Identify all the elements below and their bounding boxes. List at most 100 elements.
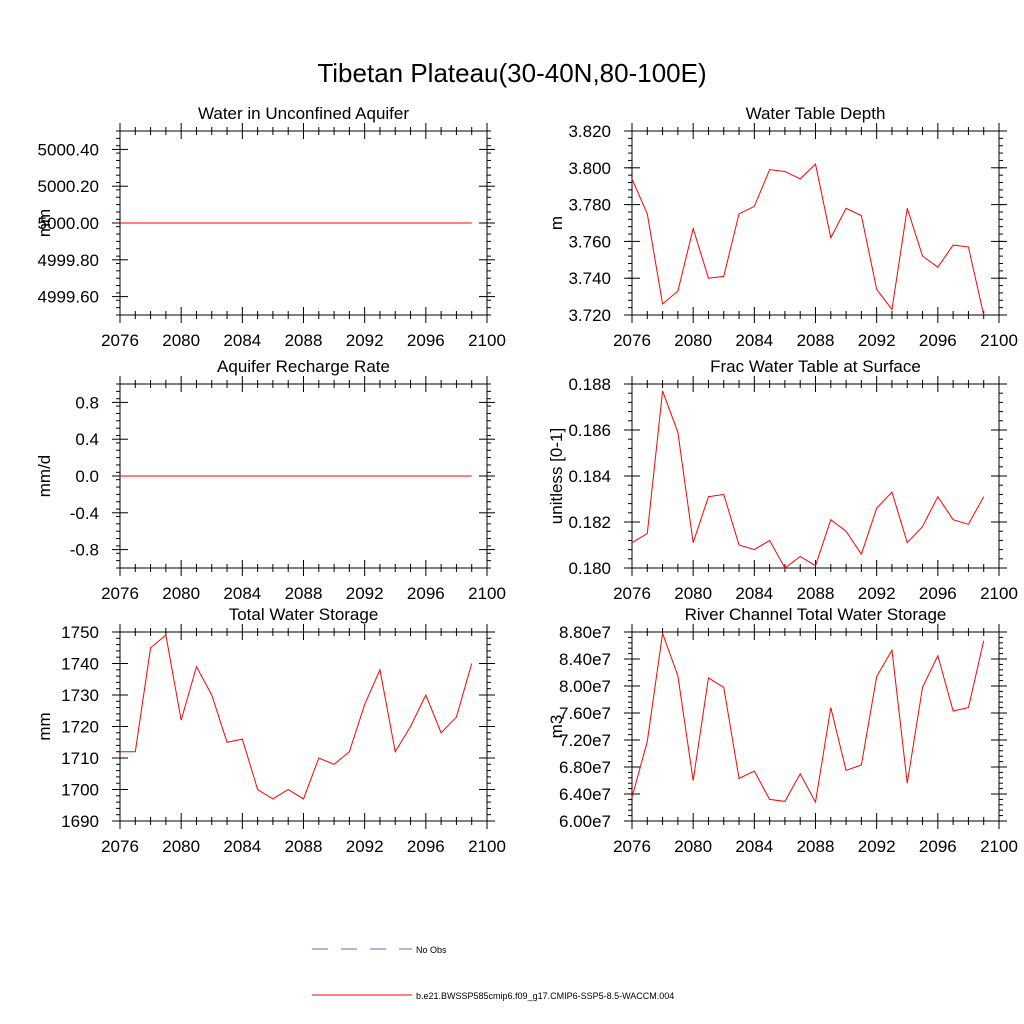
y-axis-label: mm/d <box>35 455 54 498</box>
y-tick-label: 7.20e7 <box>559 731 611 750</box>
x-tick-label: 2100 <box>468 331 506 350</box>
x-tick-label: 2080 <box>674 837 712 856</box>
x-tick-label: 2080 <box>162 837 200 856</box>
y-tick-label: 3.720 <box>568 306 611 325</box>
x-tick-label: 2084 <box>735 837 773 856</box>
y-tick-label: 1700 <box>61 781 99 800</box>
panel-title: Water Table Depth <box>746 104 886 123</box>
x-tick-label: 2088 <box>797 331 835 350</box>
x-tick-label: 2100 <box>468 837 506 856</box>
y-tick-label: 3.820 <box>568 122 611 141</box>
y-tick-label: 1730 <box>61 686 99 705</box>
y-tick-label: 5000.40 <box>38 140 99 159</box>
series-line-1 <box>631 163 985 316</box>
y-tick-label: 3.780 <box>568 196 611 215</box>
y-tick-label: 0.4 <box>75 430 99 449</box>
y-tick-label: 4999.80 <box>38 251 99 270</box>
y-tick-label: 1690 <box>61 812 99 831</box>
y-tick-label: 8.80e7 <box>559 623 611 642</box>
x-tick-label: 2092 <box>346 584 384 603</box>
legend-label-model: b.e21.BWSSP585cmip6.f09_g17.CMIP6-SSP5-8… <box>416 991 674 1001</box>
panel-title: Frac Water Table at Surface <box>710 357 921 376</box>
x-tick-label: 2096 <box>919 837 957 856</box>
y-tick-label: 5000.20 <box>38 177 99 196</box>
series-line-1 <box>631 390 985 569</box>
figure-title: Tibetan Plateau(30-40N,80-100E) <box>317 58 706 88</box>
legend-label-obs: No Obs <box>416 945 447 955</box>
panels: Water in Unconfined Aquifer mm 2076 2080 208… <box>35 104 1018 856</box>
panel-title: Water in Unconfined Aquifer <box>198 104 409 123</box>
plot-frame <box>631 383 1000 569</box>
x-tick-label: 2080 <box>674 331 712 350</box>
x-tick-label: 2080 <box>162 584 200 603</box>
y-tick-label: 1740 <box>61 655 99 674</box>
x-tick-label: 2080 <box>674 584 712 603</box>
y-tick-label: 0.182 <box>568 513 611 532</box>
x-tick-label: 2084 <box>735 584 773 603</box>
x-tick-label: 2096 <box>919 331 957 350</box>
y-tick-label: 0.8 <box>75 393 99 412</box>
y-tick-label: 0.180 <box>568 559 611 578</box>
x-tick-label: 2088 <box>797 584 835 603</box>
x-tick-label: 2096 <box>407 837 445 856</box>
y-tick-label: 6.40e7 <box>559 785 611 804</box>
y-tick-label: 8.00e7 <box>559 677 611 696</box>
y-tick-label: 1750 <box>61 623 99 642</box>
chart-panel-5: Total Water Storage mm 2076 2080 2084 2088 209… <box>35 605 506 856</box>
y-axis-label: mm <box>35 712 54 740</box>
chart-panel-6: River Channel Total Water Storage m3 2076 2… <box>547 605 1018 856</box>
y-tick-label: 6.80e7 <box>559 758 611 777</box>
x-tick-label: 2100 <box>980 331 1018 350</box>
x-tick-label: 2084 <box>223 584 261 603</box>
x-tick-label: 2100 <box>468 584 506 603</box>
y-axis-label: unitless [0-1] <box>547 428 566 524</box>
panel-title: River Channel Total Water Storage <box>685 605 947 624</box>
x-tick-label: 2084 <box>735 331 773 350</box>
x-tick-label: 2096 <box>407 331 445 350</box>
y-axis-label: mm <box>35 209 54 237</box>
y-tick-label: 7.60e7 <box>559 704 611 723</box>
y-axis-label: m <box>547 216 566 230</box>
x-tick-label: 2076 <box>101 331 139 350</box>
x-tick-label: 2076 <box>613 331 651 350</box>
panel-title: Total Water Storage <box>229 605 379 624</box>
y-tick-label: 3.800 <box>568 159 611 178</box>
y-tick-label: 8.40e7 <box>559 650 611 669</box>
y-tick-label: 4999.60 <box>38 288 99 307</box>
x-tick-label: 2100 <box>980 584 1018 603</box>
x-tick-label: 2076 <box>613 837 651 856</box>
chart-panel-2: Water Table Depth m 2076 2080 2084 2088 2092 20… <box>547 104 1018 350</box>
plot-frame <box>631 631 1000 822</box>
plot-frame <box>119 631 488 822</box>
y-tick-label: 1710 <box>61 749 99 768</box>
y-tick-label: 1720 <box>61 718 99 737</box>
y-tick-label: 0.0 <box>75 467 99 486</box>
chart-panel-4: Frac Water Table at Surface unitless [0-1… <box>547 357 1018 603</box>
y-tick-label: 0.184 <box>568 467 611 486</box>
y-tick-label: -0.8 <box>70 541 99 560</box>
x-tick-label: 2080 <box>162 331 200 350</box>
x-tick-label: 2088 <box>285 331 323 350</box>
y-tick-label: 3.760 <box>568 232 611 251</box>
x-tick-label: 2076 <box>101 584 139 603</box>
x-tick-label: 2076 <box>613 584 651 603</box>
x-tick-label: 2092 <box>858 837 896 856</box>
x-tick-label: 2084 <box>223 837 261 856</box>
x-tick-label: 2096 <box>919 584 957 603</box>
x-tick-label: 2092 <box>346 837 384 856</box>
y-tick-label: 6.00e7 <box>559 812 611 831</box>
series-line-1 <box>120 634 473 800</box>
x-tick-label: 2092 <box>858 584 896 603</box>
x-tick-label: 2088 <box>285 584 323 603</box>
x-tick-label: 2088 <box>285 837 323 856</box>
x-tick-label: 2092 <box>858 331 896 350</box>
x-tick-label: 2096 <box>407 584 445 603</box>
x-tick-label: 2076 <box>101 837 139 856</box>
y-tick-label: 0.188 <box>568 375 611 394</box>
x-tick-label: 2100 <box>980 837 1018 856</box>
panel-title: Aquifer Recharge Rate <box>217 357 390 376</box>
x-tick-label: 2092 <box>346 331 384 350</box>
x-tick-label: 2084 <box>223 331 261 350</box>
chart-panel-1: Water in Unconfined Aquifer mm 2076 2080 208… <box>35 104 506 350</box>
